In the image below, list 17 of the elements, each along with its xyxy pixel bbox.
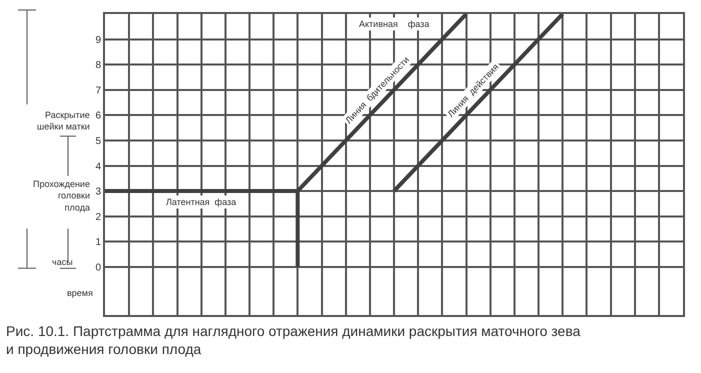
- text: Рис. 10.1. Партстрамма для наглядного отражения динамики раскрытия маточного зева и продвижения головки плода: [6, 323, 581, 358]
- y-tick-label: 3: [95, 186, 102, 198]
- text: часы: [52, 257, 73, 267]
- text: Прохождение головки плода: [33, 179, 90, 212]
- y-tick-label: 6: [95, 110, 102, 122]
- y-tick-label: 1: [95, 237, 102, 248]
- y-tick-label: 9: [95, 34, 102, 46]
- text: время: [67, 288, 93, 298]
- y-tick-label: 5: [95, 136, 102, 147]
- y-tick-label: 2: [95, 212, 102, 223]
- y-tick-label: 0: [95, 262, 102, 274]
- y-tick-label: 8: [95, 60, 102, 72]
- annotation: Активная фаза: [359, 19, 430, 29]
- y-tick-label: 7: [95, 85, 102, 96]
- annotation: Латентная фаза: [166, 197, 236, 207]
- y-tick-label: 4: [95, 161, 102, 172]
- text: Раскрытие шейки матки: [37, 110, 90, 132]
